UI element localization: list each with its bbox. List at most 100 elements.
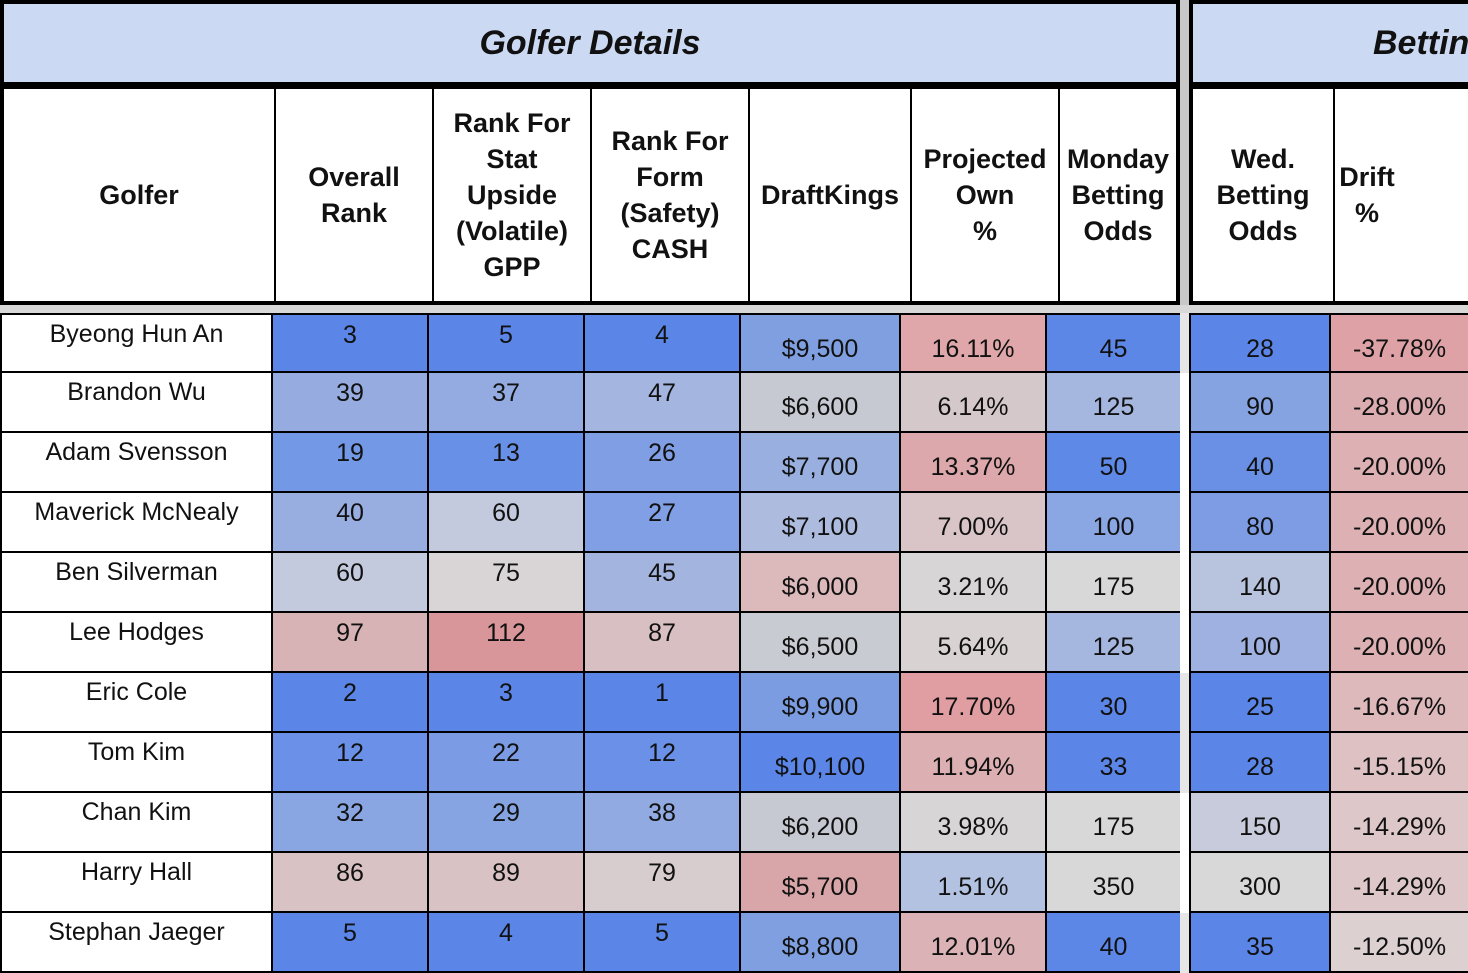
header-form-safety[interactable]: Rank For Form (Safety) CASH: [592, 89, 750, 301]
cell-dk[interactable]: $8,800: [741, 913, 901, 973]
cell-stat[interactable]: 112: [429, 613, 585, 673]
cell-form[interactable]: 87: [585, 613, 741, 673]
cell-form[interactable]: 12: [585, 733, 741, 793]
cell-dk[interactable]: $6,500: [741, 613, 901, 673]
header-monday-odds[interactable]: Monday Betting Odds: [1060, 89, 1176, 301]
cell-form[interactable]: 26: [585, 433, 741, 493]
cell-form[interactable]: 47: [585, 373, 741, 433]
cell-golfer[interactable]: Lee Hodges: [0, 613, 273, 673]
cell-drift[interactable]: -20.00%: [1331, 433, 1468, 493]
cell-monday[interactable]: 100: [1047, 493, 1180, 553]
cell-golfer[interactable]: Eric Cole: [0, 673, 273, 733]
cell-dk[interactable]: $9,500: [741, 313, 901, 373]
cell-own[interactable]: 12.01%: [901, 913, 1047, 973]
cell-wed[interactable]: 40: [1189, 433, 1331, 493]
cell-overall[interactable]: 39: [273, 373, 429, 433]
cell-wed[interactable]: 25: [1189, 673, 1331, 733]
cell-drift[interactable]: -14.29%: [1331, 793, 1468, 853]
cell-monday[interactable]: 350: [1047, 853, 1180, 913]
cell-overall[interactable]: 19: [273, 433, 429, 493]
cell-dk[interactable]: $6,200: [741, 793, 901, 853]
header-projected-own[interactable]: Projected Own%: [912, 89, 1060, 301]
cell-drift[interactable]: -20.00%: [1331, 493, 1468, 553]
cell-overall[interactable]: 97: [273, 613, 429, 673]
cell-monday[interactable]: 33: [1047, 733, 1180, 793]
cell-dk[interactable]: $7,700: [741, 433, 901, 493]
cell-own[interactable]: 13.37%: [901, 433, 1047, 493]
cell-own[interactable]: 16.11%: [901, 313, 1047, 373]
header-stat-upside[interactable]: Rank For Stat Upside (Volatile) GPP: [434, 89, 592, 301]
cell-wed[interactable]: 150: [1189, 793, 1331, 853]
cell-own[interactable]: 5.64%: [901, 613, 1047, 673]
cell-stat[interactable]: 75: [429, 553, 585, 613]
cell-dk[interactable]: $6,000: [741, 553, 901, 613]
cell-dk[interactable]: $10,100: [741, 733, 901, 793]
cell-wed[interactable]: 100: [1189, 613, 1331, 673]
header-overall-rank[interactable]: Overall Rank: [276, 89, 434, 301]
cell-stat[interactable]: 89: [429, 853, 585, 913]
cell-overall[interactable]: 60: [273, 553, 429, 613]
cell-wed[interactable]: 35: [1189, 913, 1331, 973]
cell-own[interactable]: 3.21%: [901, 553, 1047, 613]
cell-own[interactable]: 7.00%: [901, 493, 1047, 553]
cell-monday[interactable]: 175: [1047, 793, 1180, 853]
cell-stat[interactable]: 5: [429, 313, 585, 373]
cell-golfer[interactable]: Stephan Jaeger: [0, 913, 273, 973]
cell-drift[interactable]: -28.00%: [1331, 373, 1468, 433]
cell-wed[interactable]: 28: [1189, 313, 1331, 373]
cell-own[interactable]: 1.51%: [901, 853, 1047, 913]
cell-own[interactable]: 6.14%: [901, 373, 1047, 433]
cell-stat[interactable]: 60: [429, 493, 585, 553]
cell-golfer[interactable]: Adam Svensson: [0, 433, 273, 493]
cell-wed[interactable]: 300: [1189, 853, 1331, 913]
cell-stat[interactable]: 3: [429, 673, 585, 733]
cell-monday[interactable]: 30: [1047, 673, 1180, 733]
cell-dk[interactable]: $7,100: [741, 493, 901, 553]
cell-dk[interactable]: $6,600: [741, 373, 901, 433]
cell-form[interactable]: 45: [585, 553, 741, 613]
cell-form[interactable]: 1: [585, 673, 741, 733]
cell-overall[interactable]: 32: [273, 793, 429, 853]
cell-wed[interactable]: 28: [1189, 733, 1331, 793]
cell-overall[interactable]: 2: [273, 673, 429, 733]
cell-own[interactable]: 17.70%: [901, 673, 1047, 733]
cell-drift[interactable]: -16.67%: [1331, 673, 1468, 733]
cell-overall[interactable]: 12: [273, 733, 429, 793]
cell-golfer[interactable]: Tom Kim: [0, 733, 273, 793]
cell-wed[interactable]: 80: [1189, 493, 1331, 553]
cell-monday[interactable]: 40: [1047, 913, 1180, 973]
cell-own[interactable]: 11.94%: [901, 733, 1047, 793]
cell-form[interactable]: 4: [585, 313, 741, 373]
cell-stat[interactable]: 13: [429, 433, 585, 493]
cell-drift[interactable]: -37.78%: [1331, 313, 1468, 373]
cell-overall[interactable]: 5: [273, 913, 429, 973]
cell-monday[interactable]: 175: [1047, 553, 1180, 613]
cell-golfer[interactable]: Harry Hall: [0, 853, 273, 913]
cell-drift[interactable]: -20.00%: [1331, 553, 1468, 613]
cell-golfer[interactable]: Byeong Hun An: [0, 313, 273, 373]
cell-golfer[interactable]: Chan Kim: [0, 793, 273, 853]
cell-stat[interactable]: 4: [429, 913, 585, 973]
cell-wed[interactable]: 90: [1189, 373, 1331, 433]
cell-dk[interactable]: $5,700: [741, 853, 901, 913]
cell-drift[interactable]: -15.15%: [1331, 733, 1468, 793]
cell-stat[interactable]: 37: [429, 373, 585, 433]
cell-stat[interactable]: 22: [429, 733, 585, 793]
cell-monday[interactable]: 125: [1047, 373, 1180, 433]
cell-form[interactable]: 5: [585, 913, 741, 973]
cell-form[interactable]: 38: [585, 793, 741, 853]
cell-drift[interactable]: -20.00%: [1331, 613, 1468, 673]
cell-form[interactable]: 27: [585, 493, 741, 553]
cell-overall[interactable]: 40: [273, 493, 429, 553]
cell-drift[interactable]: -14.29%: [1331, 853, 1468, 913]
cell-dk[interactable]: $9,900: [741, 673, 901, 733]
cell-drift[interactable]: -12.50%: [1331, 913, 1468, 973]
cell-form[interactable]: 79: [585, 853, 741, 913]
header-draftkings[interactable]: DraftKings: [750, 89, 912, 301]
cell-monday[interactable]: 125: [1047, 613, 1180, 673]
cell-golfer[interactable]: Maverick McNealy: [0, 493, 273, 553]
cell-monday[interactable]: 50: [1047, 433, 1180, 493]
cell-wed[interactable]: 140: [1189, 553, 1331, 613]
header-wed-odds[interactable]: Wed. Betting Odds: [1193, 89, 1335, 301]
cell-overall[interactable]: 3: [273, 313, 429, 373]
